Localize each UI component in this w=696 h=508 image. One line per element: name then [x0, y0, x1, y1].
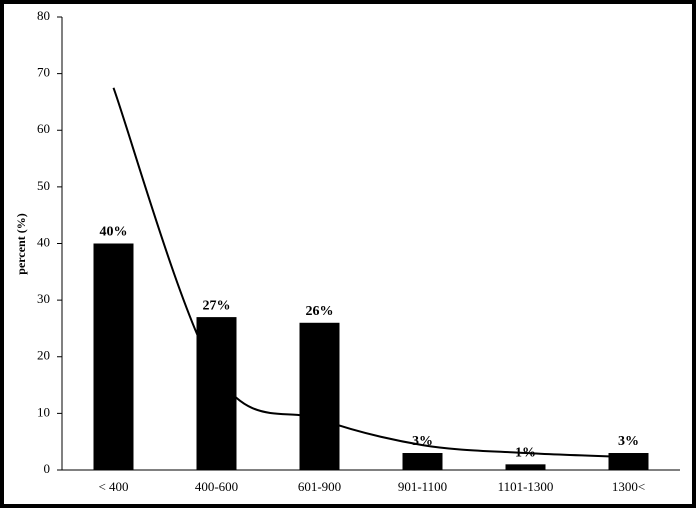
bar [299, 322, 340, 470]
y-tick-label: 10 [37, 404, 50, 419]
y-tick-label: 40 [37, 234, 50, 249]
bar [505, 464, 546, 470]
y-tick-label: 70 [37, 65, 50, 80]
bar [196, 317, 237, 470]
value-label: 3% [618, 434, 639, 449]
value-label: 26% [306, 304, 334, 319]
x-tick-label: 601-900 [298, 479, 341, 494]
x-tick-label: 901-1100 [398, 479, 447, 494]
x-tick-label: 1101-1300 [498, 479, 554, 494]
bar [402, 453, 443, 470]
y-tick-label: 0 [44, 461, 51, 476]
value-label: 40% [100, 225, 128, 240]
trend-line [112, 87, 629, 458]
value-label: 27% [203, 298, 231, 313]
x-tick-label: 1300< [612, 479, 645, 494]
y-tick-label: 80 [37, 8, 50, 23]
y-tick-label: 20 [37, 348, 50, 363]
x-tick-label: < 400 [98, 479, 128, 494]
y-tick-label: 50 [37, 178, 50, 193]
y-axis-label: percent (%) [14, 213, 28, 274]
bar [93, 243, 134, 470]
x-tick-label: 400-600 [195, 479, 238, 494]
y-tick-label: 30 [37, 291, 50, 306]
y-tick-label: 60 [37, 121, 50, 136]
